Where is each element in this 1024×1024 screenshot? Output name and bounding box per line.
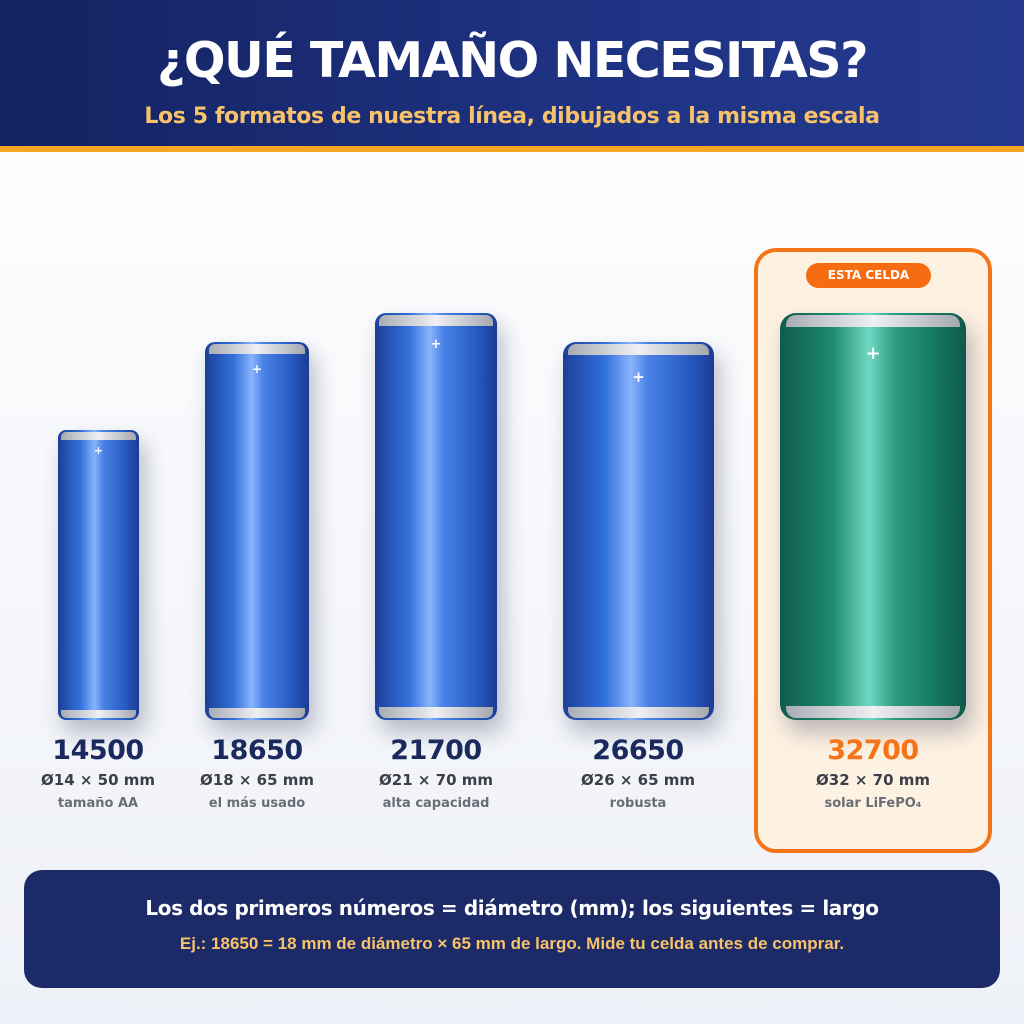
page-subtitle: Los 5 formatos de nuestra línea, dibujad… [144, 104, 880, 129]
battery-top-cap [568, 344, 709, 355]
plus-icon: + [865, 343, 881, 364]
battery-label-18650: 18650 Ø18 × 65 mm el más usado [177, 735, 337, 814]
battery-label-21700: 21700 Ø21 × 70 mm alta capacidad [356, 735, 516, 814]
plus-icon: + [251, 362, 263, 376]
battery-26650: + [563, 342, 714, 720]
battery-21700: + [375, 313, 497, 720]
battery-code: 26650 [592, 735, 684, 766]
battery-description: alta capacidad [382, 796, 490, 811]
battery-top-cap [379, 315, 493, 326]
battery-dimensions: Ø32 × 70 mm [816, 771, 930, 789]
plus-icon: + [430, 337, 442, 352]
battery-body [58, 430, 139, 720]
battery-description: tamaño AA [57, 796, 139, 811]
battery-18650: + [205, 342, 309, 720]
battery-bottom-cap [61, 710, 136, 718]
battery-code: 21700 [390, 735, 482, 766]
battery-top-cap [61, 432, 136, 440]
battery-code: 32700 [827, 735, 919, 766]
battery-top-cap [786, 315, 960, 327]
battery-code: 14500 [52, 735, 144, 766]
battery-dimensions: Ø26 × 65 mm [581, 771, 695, 789]
battery-body [375, 313, 497, 720]
battery-32700: + [780, 313, 966, 720]
battery-body [780, 313, 966, 720]
info-box: Los dos primeros números = diámetro (mm)… [24, 870, 1000, 988]
battery-top-cap [209, 344, 305, 354]
battery-bottom-cap [379, 707, 493, 718]
featured-badge: ESTA CELDA [806, 263, 931, 288]
battery-body [205, 342, 309, 720]
battery-bottom-cap [786, 706, 960, 718]
plus-icon: + [93, 444, 104, 457]
battery-label-32700: 32700 Ø32 × 70 mm solar LiFePO₄ [783, 735, 963, 814]
battery-body [563, 342, 714, 720]
battery-bottom-cap [209, 708, 305, 718]
info-example-text: Ej.: 18650 = 18 mm de diámetro × 65 mm d… [179, 934, 845, 953]
battery-dimensions: Ø18 × 65 mm [200, 771, 314, 789]
battery-dimensions: Ø14 × 50 mm [41, 771, 155, 789]
battery-description: solar LiFePO₄ [824, 796, 922, 811]
battery-bottom-cap [568, 707, 709, 718]
battery-code: 18650 [211, 735, 303, 766]
battery-14500: + [58, 430, 139, 720]
battery-dimensions: Ø21 × 70 mm [379, 771, 493, 789]
battery-label-14500: 14500 Ø14 × 50 mm tamaño AA [18, 735, 178, 814]
battery-description: el más usado [208, 796, 306, 811]
header-banner: ¿QUÉ TAMAÑO NECESITAS? Los 5 formatos de… [0, 0, 1024, 152]
page-title: ¿QUÉ TAMAÑO NECESITAS? [156, 32, 869, 89]
battery-label-26650: 26650 Ø26 × 65 mm robusta [558, 735, 718, 814]
plus-icon: + [632, 368, 645, 386]
info-main-text: Los dos primeros números = diámetro (mm)… [145, 896, 879, 920]
battery-description: robusta [609, 796, 667, 811]
